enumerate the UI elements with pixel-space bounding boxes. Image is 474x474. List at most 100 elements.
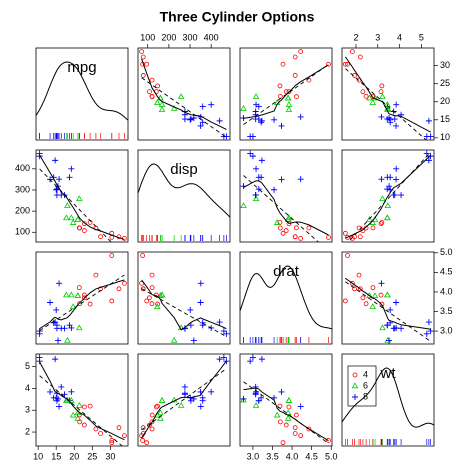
- x-tick-label: 5: [419, 32, 424, 42]
- panel-frame: [137, 251, 231, 345]
- point: [357, 54, 363, 60]
- smooth-line: [243, 387, 329, 442]
- point: [427, 153, 434, 160]
- point: [76, 401, 83, 408]
- point: [370, 225, 376, 231]
- point: [147, 89, 152, 95]
- point: [387, 306, 394, 313]
- point: [220, 328, 227, 335]
- point: [197, 299, 204, 306]
- point: [253, 165, 260, 172]
- density-curve: [341, 367, 435, 428]
- point: [378, 89, 384, 95]
- point: [81, 404, 87, 410]
- point: [249, 133, 256, 140]
- legend-symbol: [352, 394, 358, 400]
- point: [190, 114, 197, 121]
- point: [170, 336, 178, 343]
- y-tick-label: 25: [440, 78, 450, 88]
- point: [297, 176, 304, 183]
- x-tick-label: 5.0: [325, 451, 338, 461]
- point: [255, 397, 262, 404]
- point: [284, 414, 292, 421]
- panel-frame: [35, 251, 129, 345]
- y-tick-label: 10: [440, 132, 450, 142]
- point: [393, 101, 400, 108]
- point: [199, 394, 206, 401]
- point: [53, 394, 60, 401]
- x-tick-label: 3: [375, 32, 380, 42]
- point: [149, 419, 155, 425]
- point: [116, 286, 122, 292]
- point: [349, 49, 355, 55]
- point: [197, 280, 204, 287]
- regression-line: [345, 281, 431, 342]
- point: [81, 422, 87, 428]
- point: [298, 49, 304, 55]
- point: [56, 176, 63, 183]
- point: [69, 303, 77, 310]
- point: [297, 113, 304, 120]
- point: [68, 388, 75, 395]
- point: [155, 83, 161, 89]
- point: [378, 292, 384, 298]
- point: [393, 324, 400, 331]
- point: [121, 235, 127, 241]
- legend-label: 4: [363, 369, 368, 379]
- x-tick-label: 10: [33, 451, 43, 461]
- point: [363, 93, 369, 99]
- point: [370, 285, 376, 291]
- point: [379, 219, 385, 225]
- point: [425, 157, 432, 164]
- point: [283, 89, 289, 95]
- point: [61, 325, 68, 332]
- point: [249, 153, 256, 160]
- point: [258, 157, 265, 164]
- point: [286, 221, 292, 227]
- point: [425, 319, 432, 326]
- point: [278, 122, 285, 129]
- regression-line: [345, 68, 427, 140]
- point: [81, 228, 87, 233]
- point: [149, 285, 155, 291]
- x-tick-label: 15: [51, 451, 61, 461]
- panel-frame: [239, 149, 333, 243]
- point: [140, 286, 146, 292]
- y-tick-label: 100: [15, 227, 30, 237]
- point: [283, 422, 289, 428]
- point: [187, 116, 194, 123]
- point: [286, 404, 292, 410]
- point: [384, 116, 391, 123]
- point: [55, 337, 62, 344]
- point: [81, 221, 87, 227]
- point: [69, 411, 77, 418]
- point: [177, 401, 185, 408]
- point: [240, 104, 247, 111]
- point: [393, 165, 400, 172]
- point: [384, 322, 391, 329]
- point: [240, 202, 247, 209]
- panel-frame: [341, 251, 435, 345]
- panel-frame: [239, 47, 333, 141]
- point: [216, 319, 223, 326]
- x-tick-label: 30: [105, 451, 115, 461]
- point: [240, 396, 247, 403]
- point: [378, 113, 385, 120]
- point: [208, 101, 215, 108]
- point: [293, 94, 299, 100]
- point: [216, 117, 223, 124]
- point: [306, 225, 312, 231]
- point: [181, 116, 188, 123]
- point: [384, 214, 391, 221]
- point: [378, 221, 384, 227]
- point: [149, 77, 155, 83]
- point: [293, 225, 299, 231]
- point: [360, 295, 366, 301]
- legend-symbol: [351, 382, 359, 389]
- point: [81, 292, 87, 298]
- density-curve: [137, 163, 231, 218]
- point: [427, 133, 434, 140]
- point: [393, 122, 400, 129]
- point: [68, 291, 75, 298]
- density-curve: [35, 61, 129, 121]
